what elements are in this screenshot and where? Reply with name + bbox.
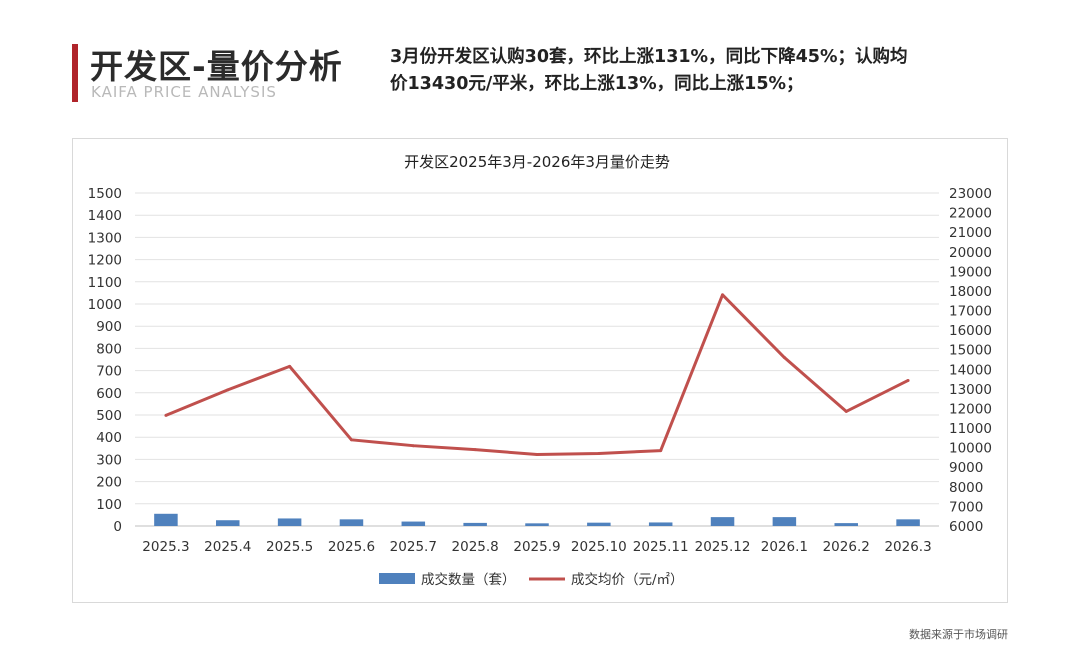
price-point: [597, 452, 601, 456]
y-right-tick-label: 9000: [949, 460, 983, 476]
y-left-tick-label: 500: [96, 408, 122, 424]
bar: [339, 519, 364, 526]
y-right-tick-label: 18000: [949, 284, 992, 300]
price-point: [906, 378, 910, 382]
price-point: [164, 413, 168, 417]
y-left-tick-label: 400: [96, 430, 122, 446]
x-tick-label: 2025.8: [452, 539, 499, 555]
y-left-tick-label: 600: [96, 386, 122, 402]
x-tick-label: 2025.4: [204, 539, 251, 555]
y-right-tick-label: 23000: [949, 186, 992, 202]
y-right-tick-label: 7000: [949, 499, 983, 515]
y-right-tick-label: 20000: [949, 245, 992, 261]
accent-bar: [72, 44, 78, 102]
x-tick-label: 2025.9: [513, 539, 560, 555]
x-tick-label: 2025.7: [390, 539, 437, 555]
y-right-tick-label: 10000: [949, 441, 992, 457]
bar: [401, 521, 426, 526]
bar: [587, 522, 611, 526]
y-left-tick-label: 900: [96, 319, 122, 335]
chart-title: 开发区2025年3月-2026年3月量价走势: [404, 153, 670, 171]
legend-bar-swatch: [379, 573, 415, 584]
price-point: [659, 449, 663, 453]
source-note: 数据来源于市场调研: [909, 628, 1008, 641]
bar: [463, 522, 487, 526]
y-right-tick-label: 8000: [949, 480, 983, 496]
price-line: [165, 293, 909, 457]
y-right-tick-label: 11000: [949, 421, 992, 437]
summary-line-1: 3月份开发区认购30套，环比上涨131%，同比下降45%；认购均: [390, 47, 908, 67]
price-point: [535, 453, 539, 457]
x-tick-label: 2025.6: [328, 539, 375, 555]
y-left-tick-label: 1300: [88, 230, 122, 246]
legend-bar-label: 成交数量（套）: [421, 571, 516, 588]
y-left-tick-label: 100: [96, 497, 122, 513]
x-tick-label: 2026.1: [761, 539, 808, 555]
y-left-tick-label: 1400: [88, 208, 122, 224]
y-right-tick-label: 22000: [949, 206, 992, 222]
y-left-tick-label: 200: [96, 475, 122, 491]
y-right-tick-label: 14000: [949, 362, 992, 378]
summary-text: 3月份开发区认购30套，环比上涨131%，同比下降45%；认购均 价13430元…: [390, 44, 1030, 98]
y-right-tick-label: 6000: [949, 519, 983, 535]
x-tick-label: 2025.12: [695, 539, 751, 555]
bar: [834, 523, 858, 526]
bar: [277, 518, 302, 526]
y-left-tick-label: 1200: [88, 253, 122, 269]
price-point: [782, 356, 786, 360]
bar: [216, 520, 240, 526]
page-title: 开发区-量价分析: [90, 47, 343, 86]
price-point: [844, 409, 848, 413]
price-point: [288, 364, 292, 368]
price-point: [473, 448, 477, 452]
y-right-tick-label: 17000: [949, 304, 992, 320]
bar: [772, 517, 797, 526]
y-left-tick-label: 700: [96, 364, 122, 380]
x-tick-label: 2025.11: [633, 539, 689, 555]
price-point: [411, 444, 415, 448]
price-volume-chart: 开发区2025年3月-2026年3月量价走势 0 100 200 300 400 500 60…: [88, 153, 992, 588]
y-right-tick-label: 13000: [949, 382, 992, 398]
x-tick-label: 2026.3: [884, 539, 931, 555]
y-right-tick-label: 19000: [949, 264, 992, 280]
y-left-tick-label: 1500: [88, 186, 122, 202]
y-right-tick-label: 21000: [949, 225, 992, 241]
y-left-tick-label: 800: [96, 341, 122, 357]
y-left-tick-label: 0: [113, 519, 122, 535]
bar: [525, 523, 549, 526]
bar: [896, 519, 920, 526]
y-right-tick-label: 15000: [949, 343, 992, 359]
x-tick-label: 2025.5: [266, 539, 313, 555]
price-point: [721, 293, 725, 297]
x-tick-label: 2025.10: [571, 539, 627, 555]
summary-line-2: 价13430元/平米，环比上涨13%，同比上涨15%；: [390, 74, 804, 94]
bar: [154, 513, 178, 526]
page-subtitle: KAIFA PRICE ANALYSIS: [91, 83, 277, 101]
price-point: [349, 438, 353, 442]
x-tick-label: 2026.2: [823, 539, 870, 555]
bar: [648, 522, 673, 526]
bar: [710, 517, 735, 526]
y-right-tick-label: 16000: [949, 323, 992, 339]
y-right-tick-label: 12000: [949, 401, 992, 417]
x-tick-label: 2025.3: [142, 539, 189, 555]
y-left-tick-label: 300: [96, 452, 122, 468]
y-left-tick-label: 1000: [88, 297, 122, 313]
chart-panel: 开发区2025年3月-2026年3月量价走势 0 100 200 300 400 500 60…: [72, 138, 1008, 603]
legend-line-label: 成交均价（元/㎡）: [571, 571, 684, 588]
price-point: [226, 388, 230, 392]
y-left-tick-label: 1100: [88, 275, 122, 291]
